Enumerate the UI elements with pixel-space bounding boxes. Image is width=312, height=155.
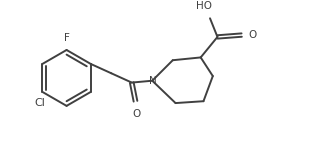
Text: N: N [149,76,157,86]
Text: HO: HO [197,1,212,11]
Text: O: O [132,109,140,119]
Text: Cl: Cl [34,98,45,108]
Text: O: O [248,30,256,40]
Text: F: F [64,33,70,43]
